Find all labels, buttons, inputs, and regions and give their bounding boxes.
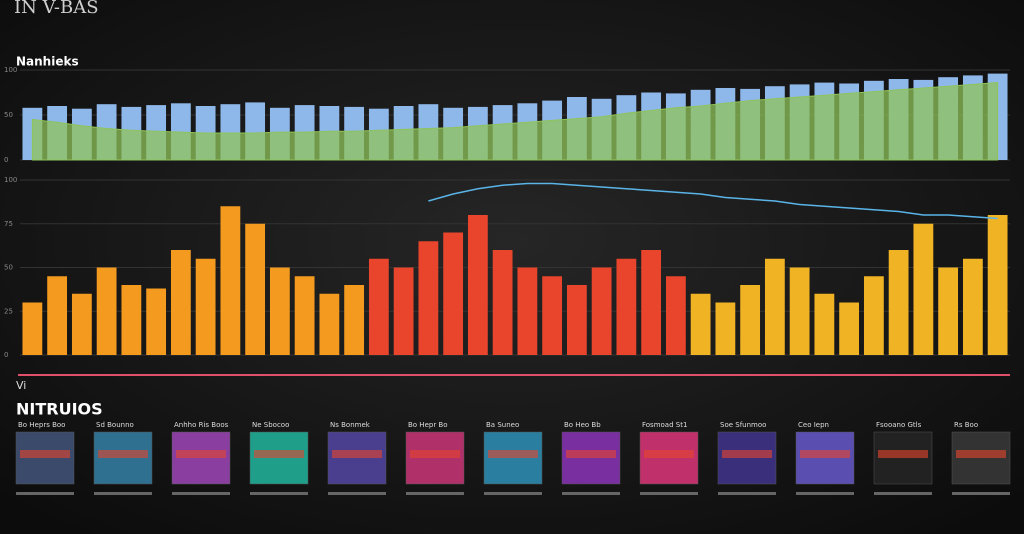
bar	[962, 258, 983, 355]
card-strip	[566, 450, 616, 458]
card-strip	[878, 450, 928, 458]
card-caption	[718, 492, 776, 495]
card-caption	[94, 492, 152, 495]
y-tick-label: 100	[4, 176, 17, 184]
bar	[938, 267, 959, 355]
bar	[319, 293, 340, 355]
note: Vi	[16, 379, 26, 392]
bar	[146, 288, 167, 355]
bar	[913, 223, 934, 355]
card-strip	[488, 450, 538, 458]
y-tick-label: 75	[4, 220, 13, 228]
card-caption	[406, 492, 464, 495]
card-label: Ns Bonmek	[330, 421, 371, 429]
card-strip	[956, 450, 1006, 458]
card-caption	[796, 492, 854, 495]
bar	[764, 258, 785, 355]
bar	[443, 232, 464, 355]
bar	[368, 258, 389, 355]
line	[428, 182, 998, 220]
card-label: Bo Hepr Bo	[408, 421, 448, 429]
card-label: Bo Heprs Boo	[18, 421, 65, 429]
bar	[863, 276, 884, 355]
card-label: Soe Sfunmoo	[720, 421, 766, 429]
y-tick-label: 50	[4, 111, 13, 119]
bar	[418, 241, 439, 355]
card-strip	[800, 450, 850, 458]
bar	[616, 258, 637, 355]
card-strip	[20, 450, 70, 458]
bar	[220, 206, 241, 355]
y-tick-label: 50	[4, 264, 13, 272]
bar	[987, 215, 1008, 355]
card-strip	[98, 450, 148, 458]
card-label: Fosmoad St1	[642, 421, 687, 429]
bar	[269, 267, 290, 355]
card-strip	[254, 450, 304, 458]
y-tick-label: 0	[4, 351, 8, 359]
bar	[96, 267, 117, 355]
area	[31, 82, 999, 161]
bar	[294, 276, 315, 355]
card-caption	[952, 492, 1010, 495]
bar	[542, 276, 563, 355]
bar	[47, 276, 68, 355]
bar	[195, 258, 216, 355]
bar	[839, 302, 860, 355]
section-title: NITRUIOS	[16, 400, 103, 419]
card-caption	[172, 492, 230, 495]
card-label: Sd Bounno	[96, 421, 134, 429]
page-title: IN V-BAS	[14, 0, 99, 18]
bar	[393, 267, 414, 355]
card-label: Fsooano Gtls	[876, 421, 922, 429]
card-strip	[722, 450, 772, 458]
bar	[740, 285, 761, 355]
card-label: Ceo Iepn	[798, 421, 829, 429]
card-strip	[176, 450, 226, 458]
bar	[665, 276, 686, 355]
bar	[789, 267, 810, 355]
bar	[71, 293, 92, 355]
card-strip	[332, 450, 382, 458]
y-tick-label: 100	[4, 66, 17, 74]
card-caption	[16, 492, 74, 495]
bar	[344, 285, 365, 355]
card-label: Ba Suneo	[486, 421, 519, 429]
card-label: Rs Boo	[954, 421, 978, 429]
bar	[170, 250, 191, 355]
y-tick-label: 25	[4, 307, 13, 315]
bar	[690, 293, 711, 355]
chart-title: Nanhieks	[16, 55, 79, 69]
y-tick-label: 0	[4, 156, 8, 164]
bar	[492, 250, 513, 355]
bar	[245, 223, 266, 355]
card-caption	[640, 492, 698, 495]
bar	[566, 285, 587, 355]
card-caption	[874, 492, 932, 495]
card-caption	[250, 492, 308, 495]
card-caption	[562, 492, 620, 495]
bar	[715, 302, 736, 355]
card-caption	[484, 492, 542, 495]
card-strip	[410, 450, 460, 458]
bar	[888, 250, 909, 355]
bar	[517, 267, 538, 355]
card-caption	[328, 492, 386, 495]
bar	[641, 250, 662, 355]
bar	[814, 293, 835, 355]
bar	[591, 267, 612, 355]
bar	[121, 285, 142, 355]
card-label: Anhho Ris Boos	[174, 421, 229, 429]
bar	[22, 302, 43, 355]
card-strip	[644, 450, 694, 458]
card-label: Ne Sbocoo	[252, 421, 289, 429]
bar	[467, 215, 488, 355]
card-label: Bo Heo Bb	[564, 421, 601, 429]
